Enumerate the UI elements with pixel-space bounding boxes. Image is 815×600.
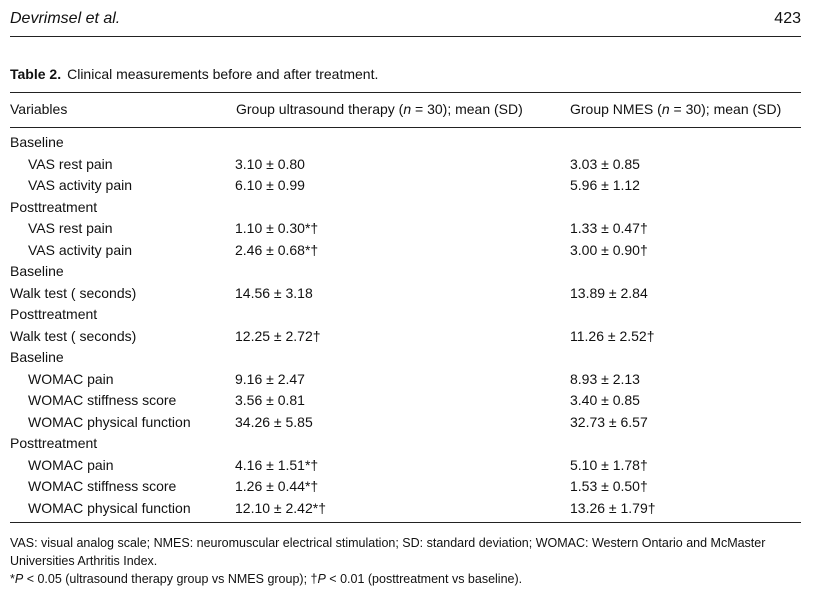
footnote-significance: *P < 0.05 (ultrasound therapy group vs N… [10,572,523,586]
table-label: Table 2. [10,66,62,82]
ultrasound-value: 4.16 ± 1.51*† [235,456,319,473]
nmes-value: 13.26 ± 1.79† [570,499,656,516]
ultrasound-value: 34.26 ± 5.85 [235,413,313,430]
table-body: Baseline VAS rest pain 3.10 ± 0.80 3.03 ± 0… [10,132,801,519]
nmes-value: 1.53 ± 0.50† [570,478,648,494]
variable-label: WOMAC stiffness score [28,392,177,408]
column-header-ultrasound: Group ultrasound therapy (n = 30); mean … [236,101,523,117]
variable-label: VAS rest pain [28,155,113,172]
nmes-value: 3.03 ± 0.85 [570,155,640,172]
table-caption: Table 2. Clinical measurements before and… [10,66,378,82]
table-row: Walk test ( seconds) 12.25 ± 2.72† 11.26 ±… [10,326,801,348]
ultrasound-value: 14.56 ± 3.18 [235,284,313,301]
ultrasound-value: 1.10 ± 0.30*† [235,220,319,236]
ultrasound-value: 1.26 ± 0.44*† [235,478,319,494]
section-label: Baseline [10,263,64,279]
variable-label: WOMAC stiffness score [28,478,177,494]
nmes-value: 8.93 ± 2.13 [570,370,640,387]
table-row: VAS rest pain 3.10 ± 0.80 3.03 ± 0.85 [10,154,801,176]
table-row: VAS activity pain 6.10 ± 0.99 5.96 ± 1.12 [10,175,801,197]
table-row: WOMAC physical function 34.26 ± 5.85 32.73… [10,412,801,434]
table-section-row: Posttreatment [10,304,801,326]
variable-label: WOMAC physical function [28,499,191,516]
page-number: 423 [774,10,801,27]
variable-label: Walk test ( seconds) [10,327,137,344]
variable-label: WOMAC pain [28,370,114,387]
section-label: Posttreatment [10,306,98,322]
variable-label: WOMAC physical function [28,413,191,430]
table-section-row: Baseline [10,347,801,369]
ultrasound-value: 2.46 ± 0.68*† [235,241,319,258]
table-row: WOMAC stiffness score 1.26 ± 0.44*† 1.53 ±… [10,476,801,498]
section-label: Baseline [10,134,64,150]
nmes-value: 13.89 ± 2.84 [570,284,648,301]
section-label: Posttreatment [10,435,98,451]
table-section-row: Posttreatment [10,433,801,455]
table-section-row: Baseline [10,261,801,283]
section-label: Baseline [10,349,64,365]
variable-label: Walk test ( seconds) [10,284,137,301]
nmes-value: 5.96 ± 1.12 [570,177,640,193]
nmes-value: 1.33 ± 0.47† [570,220,648,236]
ultrasound-value: 12.25 ± 2.72† [235,327,321,344]
running-head: Devrimsel et al. 423 [10,10,801,34]
nmes-value: 32.73 ± 6.57 [570,413,648,430]
table-header-rule [10,127,801,128]
column-header-variables: Variables [10,101,68,117]
ultrasound-value: 6.10 ± 0.99 [235,177,305,193]
table-row: WOMAC pain 4.16 ± 1.51*† 5.10 ± 1.78† [10,455,801,477]
nmes-value: 5.10 ± 1.78† [570,456,648,473]
header-rule [10,36,801,37]
table-section-row: Posttreatment [10,197,801,219]
variable-label: VAS activity pain [28,241,133,258]
nmes-value: 11.26 ± 2.52† [570,327,655,344]
table-row: WOMAC physical function 12.10 ± 2.42*† 13.… [10,498,801,520]
table-section-row: Baseline [10,132,801,154]
footnote-abbreviations: VAS: visual analog scale; NMES: neuromus… [10,536,766,568]
variable-label: VAS activity pain [28,177,133,193]
table-row: WOMAC pain 9.16 ± 2.47 8.93 ± 2.13 [10,369,801,391]
table-row: WOMAC stiffness score 3.56 ± 0.81 3.40 ± 0… [10,390,801,412]
table-title: Clinical measurements before and after t… [67,66,379,82]
section-label: Posttreatment [10,198,98,215]
table-bottom-rule [10,522,801,523]
column-header-nmes: Group NMES (n = 30); mean (SD) [570,101,782,117]
journal-author-header: Devrimsel et al. [10,10,121,27]
nmes-value: 3.40 ± 0.85 [570,392,640,408]
table-row: VAS activity pain 2.46 ± 0.68*† 3.00 ± 0.9… [10,240,801,262]
variable-label: VAS rest pain [28,220,113,236]
table-top-rule [10,92,801,93]
variable-label: WOMAC pain [28,456,114,473]
ultrasound-value: 3.10 ± 0.80 [235,155,305,172]
ultrasound-value: 3.56 ± 0.81 [235,392,305,408]
nmes-value: 3.00 ± 0.90† [570,241,648,258]
table-row: Walk test ( seconds) 14.56 ± 3.18 13.89 ± … [10,283,801,305]
ultrasound-value: 9.16 ± 2.47 [235,370,305,387]
ultrasound-value: 12.10 ± 2.42*† [235,499,326,516]
table-row: VAS rest pain 1.10 ± 0.30*† 1.33 ± 0.47† [10,218,801,240]
